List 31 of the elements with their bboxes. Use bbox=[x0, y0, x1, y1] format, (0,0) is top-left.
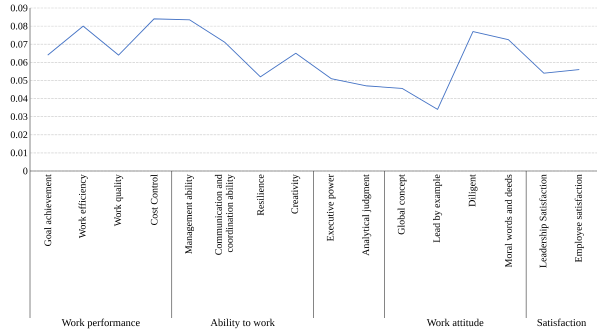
line-series bbox=[47, 18, 580, 110]
y-tick-label: 0 bbox=[23, 168, 28, 174]
x-tick-label: Resilience bbox=[256, 174, 264, 216]
x-tick-label: Global concept bbox=[398, 174, 407, 234]
text: Work performance bbox=[62, 318, 140, 328]
x-tick-label: Analytical judgment bbox=[362, 174, 372, 256]
y-tick-label: 0.07 bbox=[10, 40, 28, 48]
y-tick-label: 0.06 bbox=[10, 58, 28, 66]
x-tick-label: Diligent bbox=[468, 174, 478, 207]
x-tick-label: Executive power bbox=[326, 174, 336, 242]
y-tick-label: 0.02 bbox=[10, 131, 28, 138]
x-tick-label: Management ability bbox=[184, 174, 194, 254]
y-tick-label: 0.03 bbox=[10, 113, 28, 120]
x-tick-label: Communication and coordination ability bbox=[214, 174, 235, 255]
text: Work attitude bbox=[426, 318, 484, 326]
text: Ability to work bbox=[210, 318, 275, 328]
x-tick-label: Cost Control bbox=[150, 174, 158, 225]
x-tick-label: Lead by example bbox=[433, 174, 442, 243]
y-tick-label: 0.09 bbox=[10, 4, 28, 12]
x-tick-label: Leadership Satisfaction bbox=[539, 174, 548, 268]
x-tick-label: Work quality bbox=[114, 174, 124, 226]
x-tick-label: Creativity bbox=[291, 174, 300, 214]
text: Satisfaction bbox=[538, 318, 586, 326]
x-tick-label: Goal achievement bbox=[44, 174, 52, 246]
y-tick-label: 0.05 bbox=[10, 77, 28, 84]
x-tick-label: Moral words and deeds bbox=[504, 174, 512, 268]
x-tick-label: Employee satisfaction bbox=[574, 174, 584, 262]
y-tick-label: 0.01 bbox=[10, 150, 28, 156]
x-tick-label: Work efficiency bbox=[78, 174, 88, 238]
y-tick-label: 0.08 bbox=[10, 22, 28, 30]
y-tick-label: 0.04 bbox=[10, 95, 28, 102]
